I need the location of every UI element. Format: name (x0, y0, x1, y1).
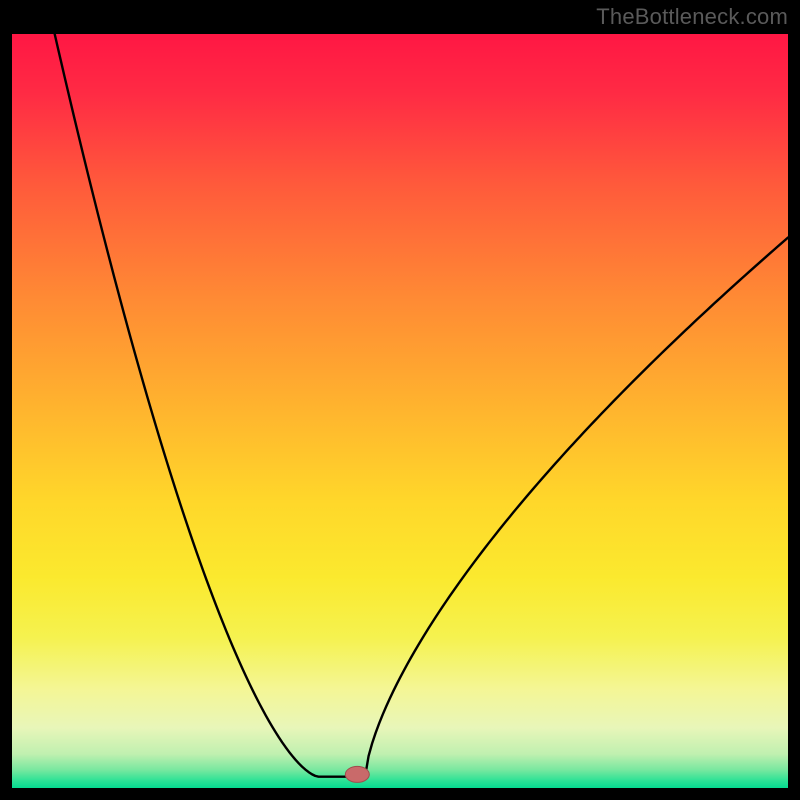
chart-container: TheBottleneck.com (0, 0, 800, 800)
plot-background (12, 34, 788, 788)
optimal-point-marker (345, 766, 369, 782)
bottleneck-chart (0, 0, 800, 800)
watermark-text: TheBottleneck.com (596, 4, 788, 30)
